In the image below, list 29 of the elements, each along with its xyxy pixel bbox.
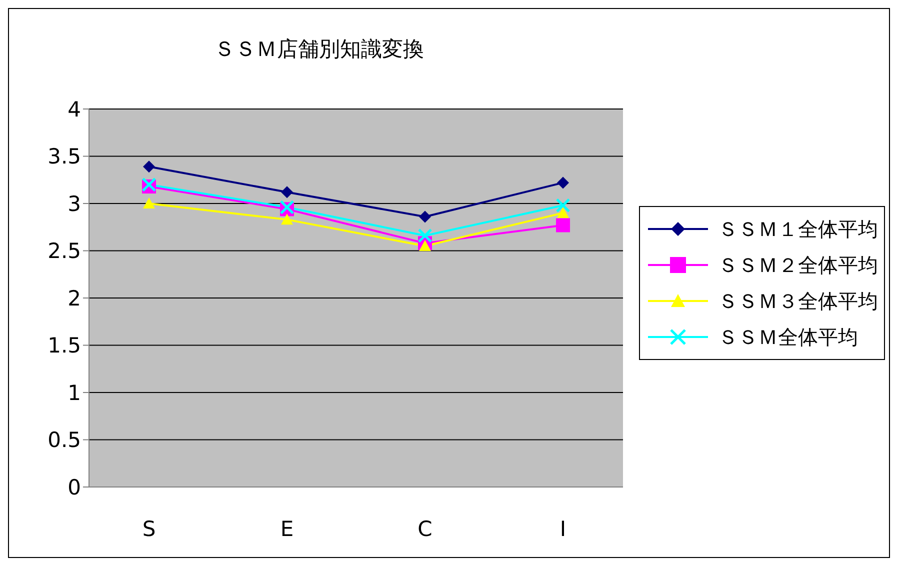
y-tick-label: 2 [68,286,81,310]
point [143,198,155,208]
y-tick-label: 0.5 [48,428,81,452]
y-tick-label: 3 [68,192,81,216]
point [418,228,432,243]
y-tick-label: 1 [68,380,81,405]
x-tick-label: C [418,516,432,541]
legend-label: ＳＳＭ１全体平均 [718,216,878,242]
legend-label: ＳＳＭ２全体平均 [718,252,878,278]
legend-label: ＳＳＭ全体平均 [718,324,858,350]
y-tick-label: 3.5 [48,144,81,169]
x-tick-label: I [560,516,566,541]
x-tick-label: E [280,516,294,541]
point [557,176,569,189]
y-tick-label: 2.5 [48,239,81,264]
chart-title: ＳＳＭ店舗別知識変換 [213,36,425,63]
point [419,210,431,223]
point [143,160,155,173]
x-tick-label: S [142,516,156,541]
y-tick-label: 1.5 [48,334,81,358]
point [281,214,293,225]
point [557,206,569,218]
y-tick-label: 0 [68,475,81,500]
y-tick-label: 4 [68,97,81,122]
point [556,198,570,213]
point [281,186,293,198]
point [419,240,431,252]
legend-label: ＳＳＭ３全体平均 [718,288,878,314]
point [556,218,570,232]
